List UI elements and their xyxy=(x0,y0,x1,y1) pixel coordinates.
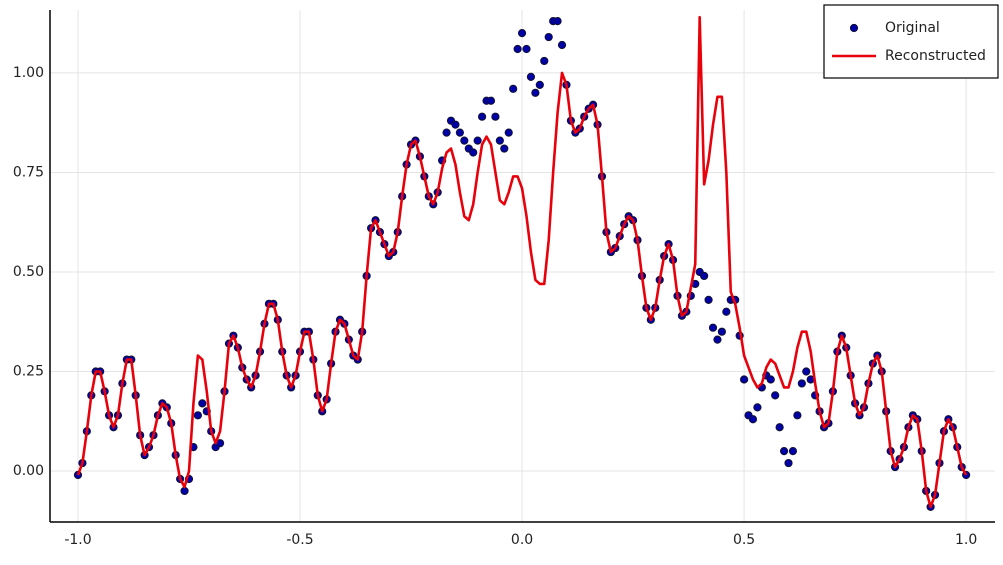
data-point xyxy=(460,136,469,145)
data-point xyxy=(771,391,780,400)
data-point xyxy=(717,327,726,336)
y-tick-label: 1.00 xyxy=(13,65,44,81)
x-tick-label: -1.0 xyxy=(64,532,91,548)
data-point xyxy=(477,112,487,121)
data-point xyxy=(553,17,562,26)
legend-label: Reconstructed xyxy=(885,48,986,64)
data-point xyxy=(500,144,509,153)
line xyxy=(76,15,968,509)
y-tick-label: 0.25 xyxy=(13,364,44,380)
data-point xyxy=(531,88,540,97)
data-point xyxy=(180,486,189,496)
y-tick-label: 0.75 xyxy=(13,164,44,180)
data-point xyxy=(557,40,567,50)
x-tick-label: 0.5 xyxy=(733,532,755,548)
data-point xyxy=(473,136,482,145)
data-point xyxy=(504,128,513,137)
x-tick-label: 0.0 xyxy=(511,532,533,548)
data-point xyxy=(198,399,207,408)
data-point xyxy=(766,375,775,384)
data-point xyxy=(491,112,500,121)
data-point xyxy=(788,447,798,456)
data-point xyxy=(193,411,202,420)
data-point xyxy=(442,128,451,137)
data-point xyxy=(513,44,522,54)
data-point xyxy=(793,411,802,420)
data-point xyxy=(509,84,518,93)
data-point xyxy=(739,375,749,384)
data-point xyxy=(535,80,544,89)
data-point xyxy=(779,447,789,456)
y-tick-label: 0.50 xyxy=(13,264,44,280)
legend-label: Original xyxy=(885,20,940,36)
data-point xyxy=(495,136,504,145)
data-point xyxy=(802,367,811,376)
data-point xyxy=(540,56,549,66)
legend: Original Reconstructed xyxy=(823,4,999,79)
x-tick-label: -0.5 xyxy=(286,532,313,548)
data-point xyxy=(526,72,536,81)
data-point xyxy=(455,128,464,137)
data-point xyxy=(748,415,758,424)
legend-marker xyxy=(849,23,859,33)
data-point xyxy=(753,403,762,412)
data-point xyxy=(469,148,478,157)
data-point xyxy=(775,423,784,432)
data-point xyxy=(700,271,709,281)
data-point xyxy=(517,28,527,38)
data-point xyxy=(486,96,496,105)
data-point xyxy=(708,323,718,332)
y-tick-label: 0.00 xyxy=(13,463,44,479)
data-point xyxy=(544,32,553,42)
data-point xyxy=(704,295,713,304)
x-tick-label: 1.0 xyxy=(955,532,977,548)
data-point xyxy=(784,458,793,468)
data-point xyxy=(722,307,731,316)
legend-box xyxy=(823,4,999,79)
data-point xyxy=(522,44,531,54)
data-point xyxy=(451,120,460,129)
data-point xyxy=(797,379,806,388)
data-point xyxy=(713,335,722,344)
